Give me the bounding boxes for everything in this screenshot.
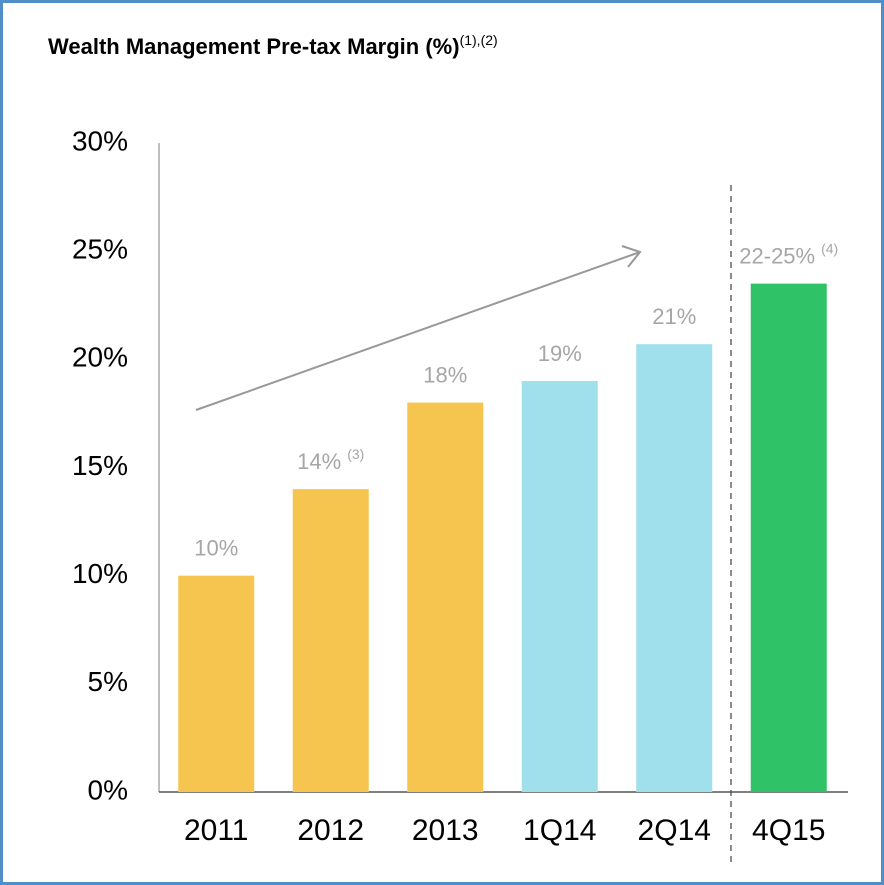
value-label-text: 14% <box>297 449 341 474</box>
value-label: 18% <box>423 362 467 387</box>
value-label: 21% <box>652 304 696 329</box>
value-label: 10% <box>194 535 238 560</box>
y-tick-label: 0% <box>88 774 128 805</box>
value-label-text: 21% <box>652 304 696 329</box>
value-label-note: (4) <box>821 240 838 256</box>
trend-arrowhead <box>621 245 642 268</box>
y-tick-label: 15% <box>72 450 128 481</box>
bar <box>407 402 484 792</box>
bar <box>292 489 369 792</box>
value-label-text: 10% <box>194 535 238 560</box>
bar <box>750 283 827 792</box>
title-note: (1),(2) <box>460 32 498 48</box>
y-tick-label: 20% <box>72 342 128 373</box>
value-label-note: (3) <box>347 446 364 462</box>
y-tick-label: 25% <box>72 234 128 265</box>
value-label: 19% <box>538 341 582 366</box>
chart-title: Wealth Management Pre-tax Margin (%)(1),… <box>48 32 498 59</box>
bar <box>521 380 598 792</box>
x-tick-label: 4Q15 <box>752 814 825 847</box>
bar <box>178 575 255 792</box>
x-tick-label: 2012 <box>297 814 364 847</box>
value-label: 22-25% (4) <box>739 240 838 268</box>
value-label-text: 22-25% <box>739 243 815 268</box>
x-tick-label: 2013 <box>412 814 479 847</box>
y-tick-label: 30% <box>72 125 128 156</box>
x-tick-label: 2011 <box>184 814 249 847</box>
value-label-text: 19% <box>538 341 582 366</box>
x-tick-label: 2Q14 <box>638 814 711 847</box>
bar <box>636 344 713 792</box>
x-tick-label: 1Q14 <box>523 814 596 847</box>
y-tick-label: 10% <box>72 558 128 589</box>
trend-arrow <box>195 251 641 411</box>
value-label-text: 18% <box>423 362 467 387</box>
y-tick-label: 5% <box>88 666 128 697</box>
value-label: 14% (3) <box>297 446 364 474</box>
title-text: Wealth Management Pre-tax Margin (%) <box>48 34 460 59</box>
